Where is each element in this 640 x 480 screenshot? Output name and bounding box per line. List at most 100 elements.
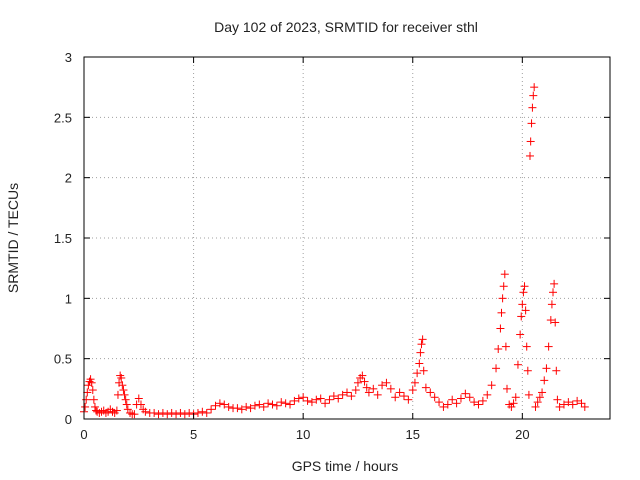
data-point [544, 342, 553, 351]
data-point [224, 402, 233, 411]
data-point [524, 390, 533, 399]
data-point [513, 360, 522, 369]
data-point [553, 395, 562, 404]
data-point [172, 410, 181, 419]
data-point [353, 378, 362, 387]
data-point [550, 279, 559, 288]
y-tick-label: 0.5 [54, 352, 72, 367]
data-point [529, 91, 538, 100]
data-point [517, 312, 526, 321]
data-point [487, 381, 496, 390]
x-tick-label: 20 [515, 427, 529, 442]
data-point [526, 151, 535, 160]
data-point [364, 388, 373, 397]
data-point [259, 402, 268, 411]
data-point [272, 401, 281, 410]
data-point [220, 400, 229, 409]
data-point [141, 407, 150, 416]
data-point [523, 366, 532, 375]
data-point [456, 394, 465, 403]
data-point [474, 400, 483, 409]
data-point [580, 402, 589, 411]
data-points [80, 83, 589, 419]
data-point [362, 383, 371, 392]
data-point [577, 399, 586, 408]
data-point [519, 288, 528, 297]
data-point [549, 288, 558, 297]
data-point [233, 404, 242, 413]
data-point [395, 388, 404, 397]
data-point [136, 400, 145, 409]
data-point [90, 402, 99, 411]
y-axis-label: SRMTID / TECUs [5, 183, 21, 293]
data-point [527, 119, 536, 128]
data-point [540, 376, 549, 385]
data-point [112, 406, 121, 415]
y-tick-label: 0 [65, 412, 72, 427]
data-point [531, 402, 540, 411]
data-point [573, 396, 582, 405]
data-point [522, 342, 531, 351]
data-point [568, 400, 577, 409]
y-tick-label: 3 [65, 50, 72, 65]
data-point [246, 404, 255, 413]
data-point [416, 348, 425, 357]
data-point [404, 395, 413, 404]
data-point [150, 408, 159, 417]
data-point [494, 345, 503, 354]
data-point [448, 395, 457, 404]
data-point [130, 410, 139, 419]
data-point [81, 402, 90, 411]
x-axis-label: GPS time / hours [292, 458, 399, 474]
data-point [158, 408, 167, 417]
data-point [465, 393, 474, 402]
data-point [378, 381, 387, 390]
data-point [237, 405, 246, 414]
data-point [382, 378, 391, 387]
data-point [211, 401, 220, 410]
data-point [413, 369, 422, 378]
axis-ticks: 0 5 10 15 20 0 0.5 1 1.5 2 2.5 3 [54, 50, 610, 442]
data-point [521, 306, 530, 315]
data-point [497, 308, 506, 317]
data-point [518, 300, 527, 309]
data-point [121, 395, 130, 404]
data-point [500, 270, 509, 279]
data-point [299, 393, 308, 402]
data-point [290, 396, 299, 405]
data-point [82, 395, 91, 404]
data-point [255, 400, 264, 409]
data-point [119, 386, 128, 395]
data-point [547, 300, 556, 309]
data-point [294, 394, 303, 403]
data-point [369, 384, 378, 393]
data-point [552, 366, 561, 375]
data-point [551, 318, 560, 327]
data-point [321, 399, 330, 408]
data-point [180, 410, 189, 419]
data-point [530, 83, 539, 92]
data-point [526, 137, 535, 146]
data-point [430, 393, 439, 402]
data-point [343, 388, 351, 397]
data-point [134, 394, 143, 403]
data-point [303, 396, 312, 405]
data-point [415, 359, 424, 368]
data-point [511, 393, 520, 402]
data-point [509, 399, 518, 408]
data-point [443, 400, 452, 409]
x-tick-label: 5 [190, 427, 197, 442]
data-point [452, 399, 461, 408]
x-tick-label: 0 [80, 427, 87, 442]
data-point [202, 408, 211, 417]
data-point [207, 405, 216, 414]
data-point [535, 393, 544, 402]
data-point [338, 390, 347, 399]
y-tick-label: 1 [65, 291, 72, 306]
data-point [312, 395, 321, 404]
data-point [559, 400, 568, 409]
y-tick-label: 1.5 [54, 231, 72, 246]
data-point [329, 392, 338, 401]
data-point [250, 401, 259, 410]
data-point [120, 390, 129, 399]
